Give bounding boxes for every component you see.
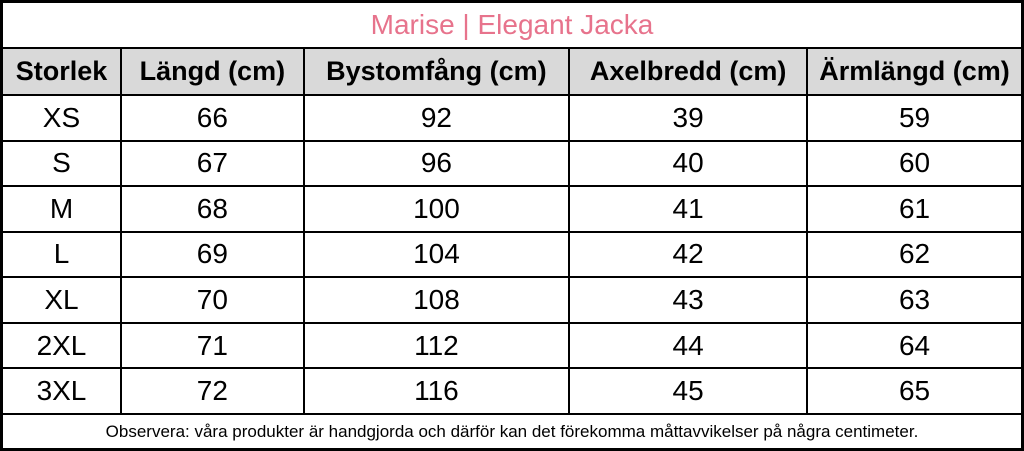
- measurement-cell: 63: [806, 276, 1024, 324]
- measurement-cell: 64: [806, 321, 1024, 370]
- measurement-cell: 43: [568, 276, 809, 324]
- table-row: S 67 96 40 60: [0, 139, 1024, 188]
- measurement-cell: 44: [568, 321, 809, 370]
- column-header-langd: Längd (cm): [119, 47, 305, 96]
- table-row: L 69 104 42 62: [0, 230, 1024, 279]
- column-header-armlangd: Ärmlängd (cm): [806, 47, 1024, 96]
- table-body: XS 66 92 39 59 S 67 96 40 60 M 68 100 41 61 L 69 104 42 62 X…: [0, 94, 1024, 415]
- measurement-cell: 45: [568, 367, 809, 415]
- measurement-cell: 59: [806, 94, 1024, 142]
- measurement-cell: 67: [119, 139, 305, 188]
- page-title: Marise | Elegant Jacka: [0, 0, 1024, 49]
- size-cell: XL: [0, 276, 122, 324]
- column-header-axelbredd: Axelbredd (cm): [568, 47, 809, 96]
- size-cell: L: [0, 230, 122, 279]
- measurement-cell: 112: [302, 321, 571, 370]
- measurement-cell: 104: [302, 230, 571, 279]
- size-cell: 3XL: [0, 367, 122, 415]
- measurement-cell: 116: [302, 367, 571, 415]
- footer-row: Observera: våra produkter är handgjorda …: [0, 413, 1024, 451]
- table-row: 3XL 72 116 45 65: [0, 367, 1024, 415]
- measurement-cell: 71: [119, 321, 305, 370]
- measurement-cell: 61: [806, 185, 1024, 233]
- measurement-cell: 68: [119, 185, 305, 233]
- measurement-cell: 60: [806, 139, 1024, 188]
- measurement-cell: 66: [119, 94, 305, 142]
- measurement-cell: 42: [568, 230, 809, 279]
- table-row: XL 70 108 43 63: [0, 276, 1024, 324]
- size-cell: M: [0, 185, 122, 233]
- table-row: XS 66 92 39 59: [0, 94, 1024, 142]
- table-row: M 68 100 41 61: [0, 185, 1024, 233]
- header-row: Storlek Längd (cm) Bystomfång (cm) Axelb…: [0, 47, 1024, 96]
- footer-note: Observera: våra produkter är handgjorda …: [0, 413, 1024, 451]
- measurement-cell: 108: [302, 276, 571, 324]
- measurement-cell: 41: [568, 185, 809, 233]
- measurement-cell: 96: [302, 139, 571, 188]
- title-row: Marise | Elegant Jacka: [0, 0, 1024, 49]
- size-cell: S: [0, 139, 122, 188]
- measurement-cell: 92: [302, 94, 571, 142]
- measurement-cell: 100: [302, 185, 571, 233]
- measurement-cell: 62: [806, 230, 1024, 279]
- measurement-cell: 69: [119, 230, 305, 279]
- size-cell: 2XL: [0, 321, 122, 370]
- measurement-cell: 70: [119, 276, 305, 324]
- measurement-cell: 39: [568, 94, 809, 142]
- size-cell: XS: [0, 94, 122, 142]
- table-row: 2XL 71 112 44 64: [0, 321, 1024, 370]
- column-header-bystomfang: Bystomfång (cm): [302, 47, 571, 96]
- measurement-cell: 72: [119, 367, 305, 415]
- measurement-cell: 65: [806, 367, 1024, 415]
- measurement-cell: 40: [568, 139, 809, 188]
- column-header-storlek: Storlek: [0, 47, 122, 96]
